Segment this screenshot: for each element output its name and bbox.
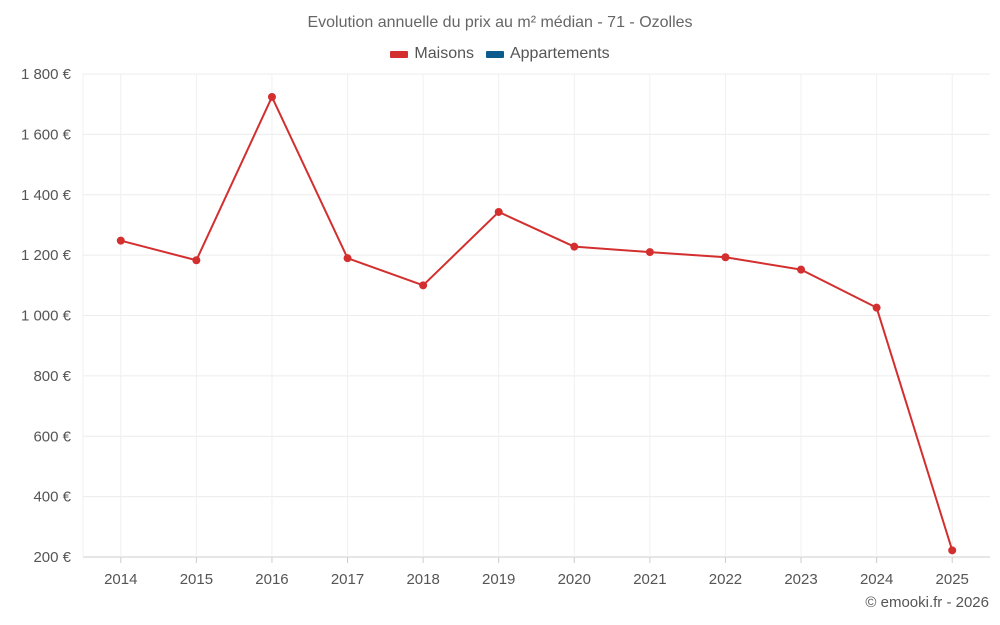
x-tick-label: 2014: [104, 571, 137, 588]
data-point-2022: [721, 253, 730, 262]
y-tick-label: 800 €: [33, 368, 71, 385]
legend-item-maisons[interactable]: Maisons: [390, 45, 474, 63]
x-tick-label: 2020: [558, 571, 591, 588]
data-point-2019: [494, 207, 503, 216]
data-point-2014: [116, 236, 125, 245]
legend-label-maisons: Maisons: [414, 45, 474, 62]
y-tick-label: 1 200 €: [21, 247, 72, 264]
data-point-2017: [343, 254, 352, 263]
credit-text: © emooki.fr - 2026: [865, 594, 989, 611]
chart-title: Evolution annuelle du prix au m² médian …: [307, 14, 693, 31]
legend-swatch-maisons: [390, 50, 409, 58]
data-point-2023: [797, 265, 806, 274]
x-tick-label: 2024: [860, 571, 893, 588]
x-tick-label: 2022: [709, 571, 742, 588]
x-tick-label: 2021: [633, 571, 666, 588]
data-point-2018: [419, 281, 428, 290]
legend-label-appartements: Appartements: [509, 45, 610, 62]
legend: Maisons Appartements: [0, 45, 1000, 63]
data-point-2024: [872, 303, 881, 312]
y-tick-label: 1 600 €: [21, 126, 72, 143]
x-tick-label: 2023: [784, 571, 817, 588]
x-tick-label: 2017: [331, 571, 364, 588]
y-tick-label: 200 €: [33, 549, 71, 566]
data-point-2021: [645, 248, 654, 257]
legend-item-appartements[interactable]: Appartements: [485, 45, 610, 63]
y-tick-label: 1 000 €: [21, 308, 72, 325]
series-line-maisons: [120, 95, 954, 551]
data-point-2020: [570, 242, 579, 251]
y-tick-label: 1 800 €: [21, 66, 72, 83]
data-point-2016: [267, 92, 276, 101]
x-tick-label: 2018: [406, 571, 439, 588]
data-point-2015: [192, 256, 201, 265]
y-tick-label: 600 €: [33, 428, 71, 445]
x-tick-label: 2015: [180, 571, 213, 588]
data-point-2025: [948, 546, 957, 555]
y-tick-label: 400 €: [33, 489, 71, 506]
x-tick-label: 2025: [936, 571, 969, 588]
x-tick-label: 2019: [482, 571, 515, 588]
y-tick-label: 1 400 €: [21, 187, 72, 204]
legend-swatch-appartements: [485, 50, 504, 58]
x-tick-label: 2016: [255, 571, 288, 588]
